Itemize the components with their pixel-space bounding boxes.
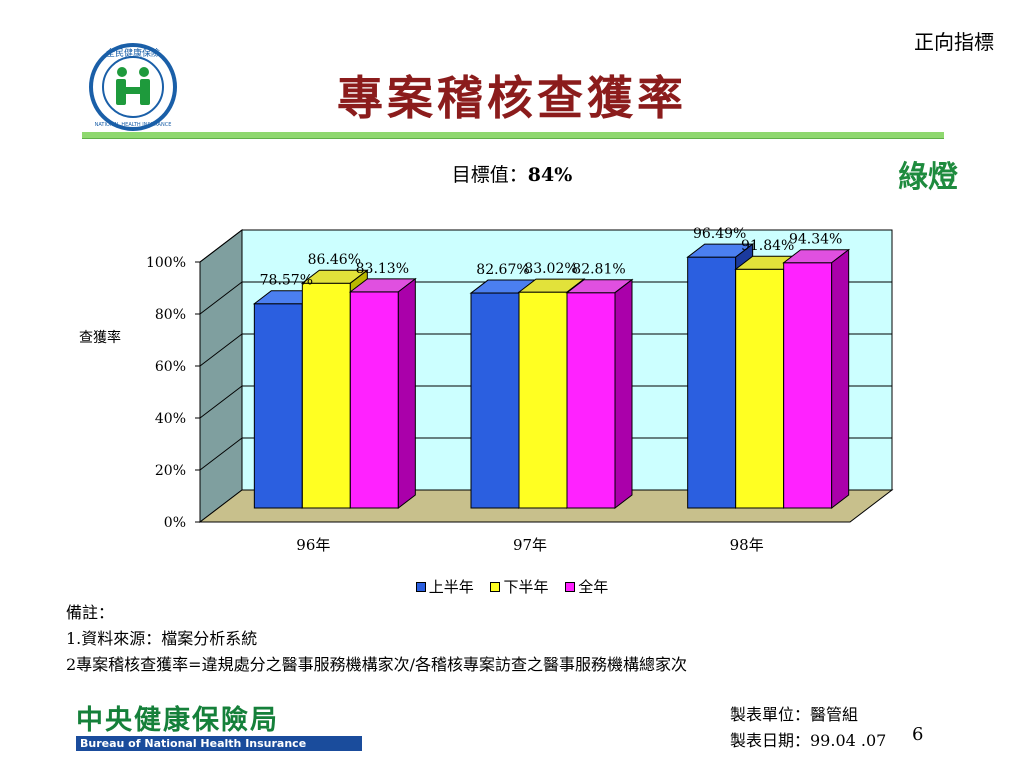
bureau-name-zh: 中央健康保險局 bbox=[76, 705, 279, 736]
made-by-unit: 製表單位：醫管組 bbox=[730, 705, 859, 724]
y-tick-label: 100% bbox=[146, 255, 186, 271]
x-tick-label: 96年 bbox=[296, 536, 330, 554]
notes-line-1: 1.資料來源：檔案分析系統 bbox=[66, 629, 258, 648]
legend-item-full-year: 全年 bbox=[565, 576, 608, 597]
bureau-logo: 中央健康保險局 Bureau of National Health Insura… bbox=[76, 706, 362, 751]
x-tick-label: 98年 bbox=[730, 536, 764, 554]
legend-label: 下半年 bbox=[503, 578, 549, 596]
gridline-side bbox=[199, 281, 243, 315]
bar-front bbox=[566, 292, 616, 509]
logo-sub-text: NATIONAL HEALTH INSURANCE bbox=[95, 122, 172, 128]
gridline-side bbox=[199, 229, 243, 263]
data-label: 83.13% bbox=[356, 261, 409, 277]
notes-heading: 備註： bbox=[66, 603, 115, 622]
chart-legend: 上半年 下半年 全年 bbox=[0, 576, 1024, 597]
chart-side-wall bbox=[199, 228, 243, 524]
data-label: 82.81% bbox=[572, 262, 625, 278]
notes-line-2: 2專案稽核查獲率=違規處分之醫事服務機構家次/各稽核專案訪查之醫事服務機構總家次 bbox=[66, 655, 687, 674]
data-label: 86.46% bbox=[308, 252, 361, 268]
data-label: 96.49% bbox=[693, 226, 746, 242]
bar-side bbox=[397, 277, 416, 510]
bar-front bbox=[518, 291, 568, 509]
bar-side bbox=[831, 248, 850, 510]
x-tick-label: 97年 bbox=[513, 536, 547, 554]
legend-label: 上半年 bbox=[428, 578, 474, 596]
y-tick-label: 0% bbox=[164, 515, 186, 531]
data-label: 83.02% bbox=[524, 261, 577, 277]
status-light: 綠燈 bbox=[898, 160, 958, 195]
bar-front bbox=[470, 292, 520, 509]
bar bbox=[348, 277, 417, 510]
gridline-side bbox=[199, 385, 243, 419]
bar bbox=[565, 278, 634, 510]
bar bbox=[782, 248, 851, 510]
bar-chart: 0% 20% 40% 60% 80% 100% 78.57% 86.46%83.13% 82.… bbox=[79, 226, 894, 554]
legend-swatch bbox=[490, 581, 501, 592]
bar-front bbox=[735, 268, 785, 509]
y-tick-label: 40% bbox=[155, 411, 186, 427]
data-label: 78.57% bbox=[260, 273, 313, 289]
data-label: 82.67% bbox=[476, 262, 529, 278]
y-tick-label: 80% bbox=[155, 307, 186, 323]
legend-swatch bbox=[565, 581, 576, 592]
target-value: 目標值：84% bbox=[0, 160, 1024, 187]
page-number: 6 bbox=[912, 724, 924, 745]
legend-item-second-half: 下半年 bbox=[490, 576, 549, 597]
target-number: 84% bbox=[527, 164, 573, 186]
bar-front bbox=[783, 262, 833, 509]
bar-front bbox=[301, 282, 351, 509]
nhi-logo: 全民健康保險 NATIONAL HEALTH INSURANCE bbox=[88, 42, 178, 136]
page-title: 專案稽核查獲率 bbox=[337, 71, 687, 125]
bureau-name-en: Bureau of National Health Insurance bbox=[76, 736, 362, 751]
data-label: 91.84% bbox=[741, 238, 794, 254]
title-divider bbox=[82, 132, 944, 139]
legend-label: 全年 bbox=[578, 578, 609, 596]
notes: 備註： 1.資料來源：檔案分析系統 2專案稽核查獲率=違規處分之醫事服務機構家次… bbox=[66, 600, 687, 678]
y-tick-label: 20% bbox=[155, 463, 186, 479]
made-date: 製表日期：99.04 .07 bbox=[730, 731, 887, 750]
indicator-label: 正向指標 bbox=[914, 30, 994, 54]
legend-swatch bbox=[415, 581, 426, 592]
logo-ring-text: 全民健康保險 bbox=[106, 47, 160, 59]
bar-front bbox=[253, 303, 303, 509]
gridline-side bbox=[199, 437, 243, 471]
made-by: 製表單位：醫管組 製表日期：99.04 .07 bbox=[730, 702, 886, 754]
y-axis-title: 查獲率 bbox=[79, 329, 121, 346]
bar-front bbox=[687, 256, 737, 509]
target-label: 目標值： bbox=[451, 164, 528, 186]
legend-item-first-half: 上半年 bbox=[415, 576, 474, 597]
gridline-side bbox=[199, 333, 243, 367]
bar-front bbox=[349, 291, 399, 509]
y-tick-label: 60% bbox=[155, 359, 186, 375]
bar-side bbox=[614, 278, 633, 510]
data-label: 94.34% bbox=[789, 232, 842, 248]
